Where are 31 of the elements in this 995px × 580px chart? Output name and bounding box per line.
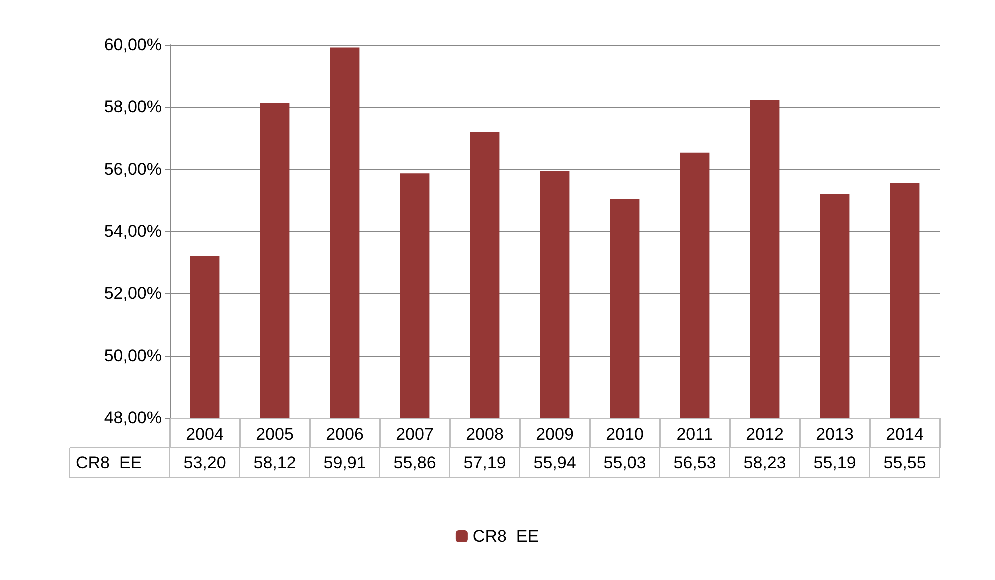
data-label: 57,19 [464, 454, 506, 472]
x-tick-label: 2004 [186, 425, 224, 444]
y-tick-label: 60,00% [104, 36, 162, 54]
data-label: 53,20 [184, 454, 226, 472]
data-label: 56,53 [674, 454, 716, 472]
y-tick-label: 58,00% [104, 98, 162, 117]
legend-label: CR8 EE [472, 527, 540, 546]
x-tick-label: 2007 [396, 425, 434, 444]
data-label: 58,12 [254, 454, 296, 472]
x-tick-label: 2005 [256, 425, 294, 444]
data-label: 55,86 [394, 454, 436, 472]
x-tick-label: 2013 [816, 425, 854, 444]
x-tick-label: 2012 [746, 425, 784, 444]
y-tick-label: 50,00% [104, 346, 162, 366]
y-tick-label: 56,00% [104, 160, 162, 179]
x-tick-label: 2009 [536, 425, 574, 444]
data-label: 55,03 [604, 454, 646, 472]
x-tick-label: 2006 [326, 425, 364, 444]
data-label: 58,23 [744, 454, 786, 472]
data-label: 55,94 [534, 454, 576, 472]
y-tick-label: 52,00% [104, 284, 162, 304]
data-label: 55,19 [814, 454, 856, 472]
y-tick-label: 48,00% [104, 408, 162, 428]
x-tick-label: 2011 [676, 425, 714, 444]
y-tick-label: 54,00% [104, 222, 162, 241]
data-label: 59,91 [324, 454, 366, 472]
x-tick-label: 2010 [606, 425, 644, 444]
text: CR8 EE [76, 454, 142, 472]
x-tick-label: 2008 [466, 425, 504, 444]
data-label: 55,55 [884, 454, 926, 472]
x-tick-label: 2014 [886, 425, 924, 444]
